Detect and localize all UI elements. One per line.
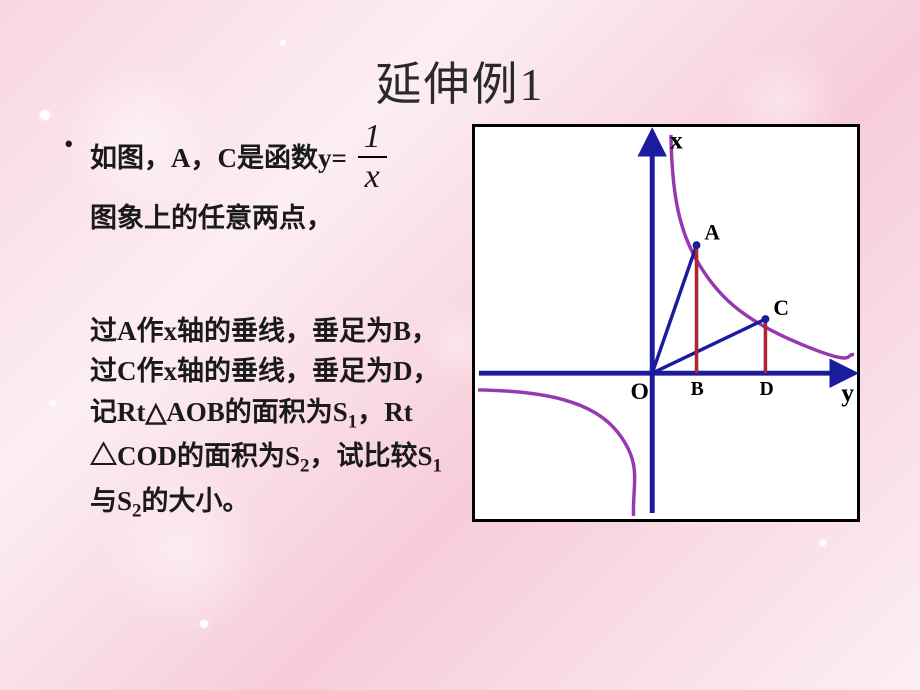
svg-text:A: A [704, 220, 720, 244]
text-column: • 如图，A，C是函数y= 1 x 图象上的任意两点， 过A作x轴的垂线，垂足为… [64, 124, 464, 526]
svg-text:y: y [841, 378, 854, 407]
fraction-numerator: 1 [358, 120, 387, 156]
bullet: • [64, 124, 90, 239]
fraction-denominator: x [359, 158, 386, 194]
hyperbola-chart: x y O A C B D [472, 124, 860, 522]
p2e: 的大小。 [141, 486, 249, 516]
svg-text:C: C [773, 296, 789, 320]
svg-text:B: B [691, 378, 704, 400]
sub-s1: 1 [348, 411, 357, 432]
svg-text:D: D [760, 378, 774, 400]
chart-column: x y O A C B D [472, 124, 862, 526]
p2c: ，试比较S [309, 441, 432, 471]
content-area: • 如图，A，C是函数y= 1 x 图象上的任意两点， 过A作x轴的垂线，垂足为… [0, 114, 920, 526]
svg-text:x: x [670, 127, 683, 155]
paragraph-1: 如图，A，C是函数y= 1 x 图象上的任意两点， [90, 124, 391, 239]
svg-text:O: O [631, 379, 649, 405]
sub-s1b: 1 [433, 456, 442, 477]
p1-text-b: 图象上的任意两点， [90, 203, 333, 233]
paragraph-2: 过A作x轴的垂线，垂足为B，过C作x轴的垂线，垂足为D，记Rt△AOB的面积为S… [64, 311, 464, 526]
p2d: 与S [90, 486, 132, 516]
slide-title: 延伸例1 [0, 0, 920, 114]
p1-text-a: 如图，A，C是函数y= [90, 143, 347, 173]
fraction-1-over-x: 1 x [358, 120, 387, 194]
